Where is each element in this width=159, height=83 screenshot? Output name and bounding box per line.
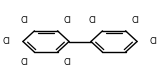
Text: Cl: Cl [132, 16, 140, 25]
Text: Cl: Cl [88, 16, 96, 25]
Text: Cl: Cl [20, 58, 28, 67]
Text: Cl: Cl [150, 37, 158, 46]
Text: Cl: Cl [64, 58, 72, 67]
Text: Cl: Cl [20, 16, 28, 25]
Text: Cl: Cl [64, 16, 72, 25]
Text: Cl: Cl [2, 37, 10, 46]
